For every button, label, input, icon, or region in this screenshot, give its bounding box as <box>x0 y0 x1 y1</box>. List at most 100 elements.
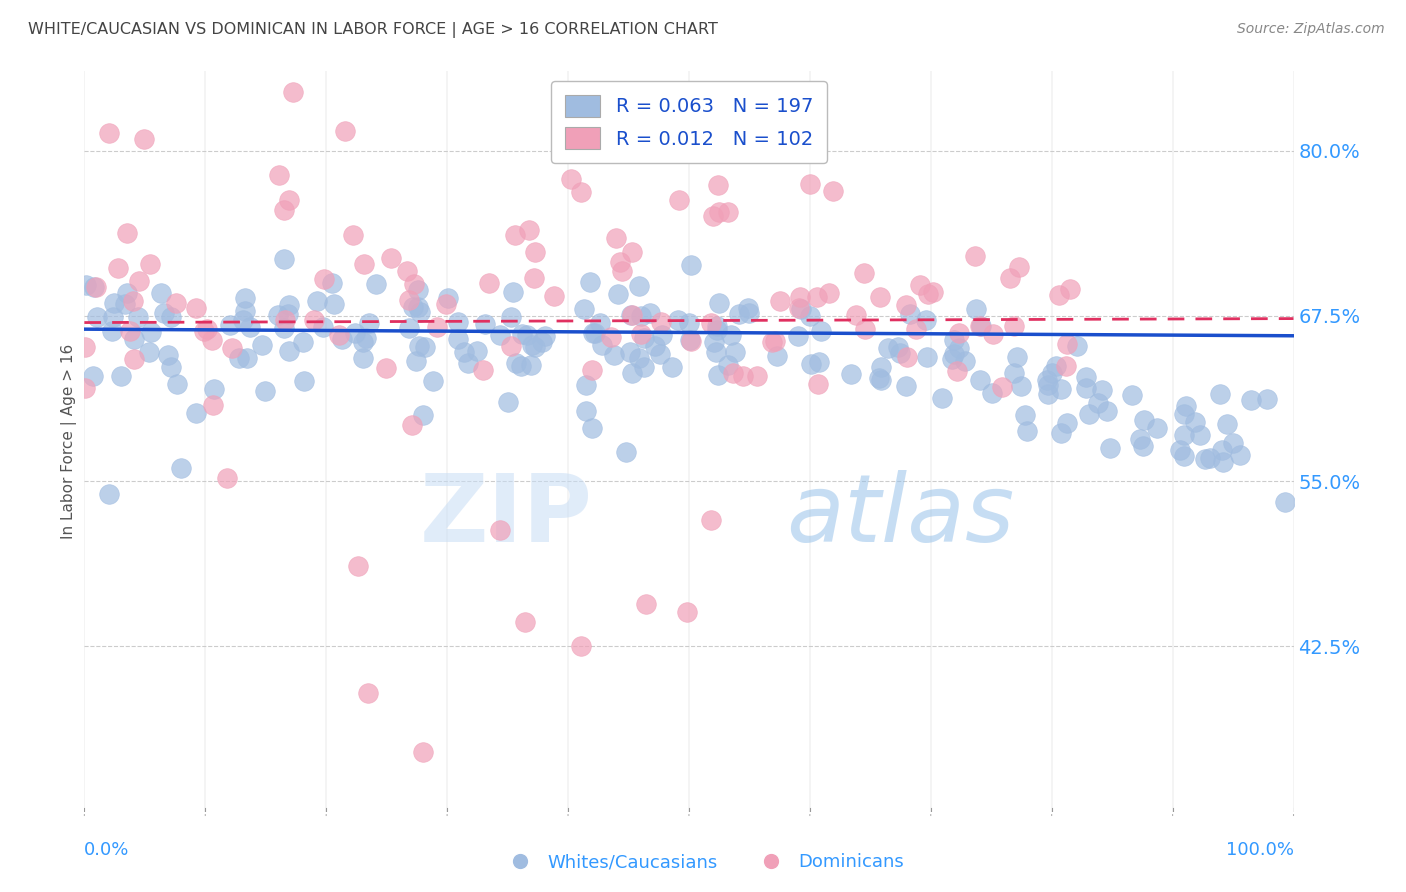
Point <box>610 264 633 278</box>
Point <box>98 126 121 140</box>
Point <box>700 316 723 330</box>
Point <box>799 177 821 191</box>
Point <box>706 318 728 333</box>
Point <box>235 303 257 318</box>
Point <box>1222 435 1244 450</box>
Point <box>931 391 953 405</box>
Point <box>575 404 598 418</box>
Point <box>981 326 1004 341</box>
Point <box>505 356 527 370</box>
Point <box>217 471 239 485</box>
Point <box>254 384 277 398</box>
Point <box>1002 366 1025 380</box>
Point <box>1173 407 1195 421</box>
Point <box>153 306 176 320</box>
Point <box>405 354 427 368</box>
Point <box>630 309 652 323</box>
Point <box>138 345 160 359</box>
Point <box>644 339 666 353</box>
Point <box>122 332 145 346</box>
Point <box>821 184 844 198</box>
Point <box>252 338 274 352</box>
Point <box>969 319 991 334</box>
Point <box>1056 416 1078 430</box>
Point <box>1047 288 1070 302</box>
Point <box>412 408 434 422</box>
Point <box>281 85 304 99</box>
Point <box>200 333 222 347</box>
Point <box>605 231 627 245</box>
Point <box>101 324 124 338</box>
Point <box>1040 367 1063 381</box>
Point <box>620 367 643 381</box>
Point <box>941 352 963 367</box>
Point <box>621 308 644 322</box>
Point <box>922 285 945 299</box>
Point <box>807 376 830 391</box>
Point <box>501 310 523 325</box>
Point <box>127 310 149 325</box>
Point <box>335 124 357 138</box>
Point <box>398 293 420 307</box>
Point <box>818 286 841 301</box>
Point <box>347 559 370 574</box>
Point <box>898 307 921 321</box>
Point <box>1010 379 1032 393</box>
Point <box>681 334 703 349</box>
Point <box>948 326 970 340</box>
Point <box>356 685 378 699</box>
Point <box>278 193 301 207</box>
Point <box>103 296 125 310</box>
Point <box>638 306 661 320</box>
Point <box>73 340 96 354</box>
Point <box>273 203 295 218</box>
Point <box>886 340 908 354</box>
Point <box>436 291 458 305</box>
Point <box>991 379 1014 393</box>
Point <box>737 301 759 315</box>
Point <box>704 345 727 359</box>
Point <box>277 344 299 359</box>
Point <box>894 298 917 312</box>
Point <box>488 327 510 342</box>
Point <box>633 360 655 375</box>
Point <box>1091 383 1114 397</box>
Point <box>969 373 991 387</box>
Point <box>1209 387 1232 401</box>
Point <box>219 318 242 333</box>
Point <box>97 487 120 501</box>
Point <box>73 381 96 395</box>
Point <box>717 358 740 372</box>
Y-axis label: In Labor Force | Age > 16: In Labor Force | Age > 16 <box>62 344 77 539</box>
Point <box>114 297 136 311</box>
Legend: Whites/Caucasians, Dominicans: Whites/Caucasians, Dominicans <box>495 847 911 879</box>
Point <box>910 278 932 293</box>
Point <box>1036 386 1059 401</box>
Point <box>1274 495 1296 509</box>
Point <box>1054 359 1077 374</box>
Point <box>965 301 987 316</box>
Point <box>1173 428 1195 442</box>
Point <box>366 277 388 291</box>
Point <box>998 271 1021 285</box>
Point <box>1184 415 1206 429</box>
Point <box>853 266 876 280</box>
Point <box>1008 260 1031 274</box>
Point <box>422 374 444 388</box>
Point <box>1170 443 1192 458</box>
Point <box>202 382 225 396</box>
Point <box>728 307 751 321</box>
Point <box>134 132 156 146</box>
Point <box>723 367 745 381</box>
Point <box>621 244 644 259</box>
Point <box>1146 421 1168 435</box>
Point <box>841 368 863 382</box>
Point <box>1256 392 1278 406</box>
Point <box>501 339 523 353</box>
Point <box>681 258 703 272</box>
Point <box>139 257 162 271</box>
Point <box>789 301 811 315</box>
Point <box>354 331 377 345</box>
Point <box>917 286 939 301</box>
Point <box>702 209 724 223</box>
